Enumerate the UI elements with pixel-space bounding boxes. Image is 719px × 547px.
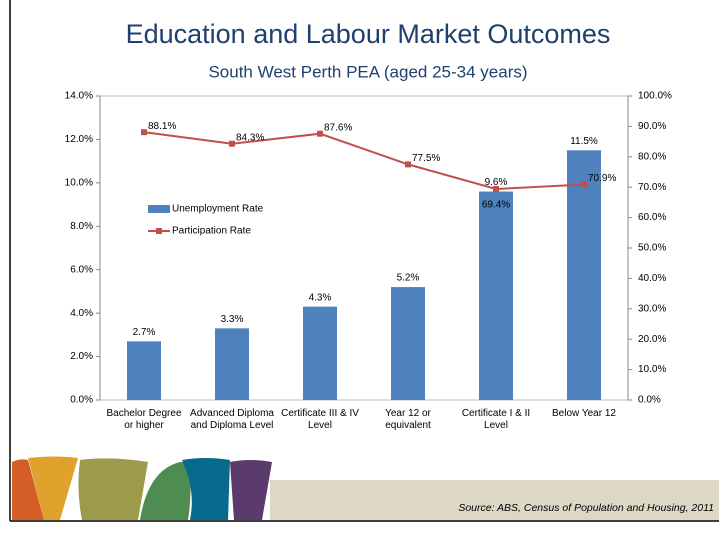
data-label: 84.3% (236, 132, 264, 143)
bar (127, 341, 161, 400)
bar (303, 306, 337, 400)
y-tick-label: 2.0% (70, 351, 93, 362)
y2-tick-label: 80.0% (638, 151, 666, 162)
y2-tick-label: 100.0% (638, 91, 672, 102)
bar (391, 287, 425, 400)
data-label: 87.6% (324, 122, 352, 133)
y2-tick-label: 90.0% (638, 121, 666, 132)
y2-tick-label: 30.0% (638, 303, 666, 314)
y-tick-label: 14.0% (65, 91, 93, 102)
y2-tick-label: 70.0% (638, 182, 666, 193)
y-tick-label: 4.0% (70, 308, 93, 319)
decoration (12, 456, 719, 520)
x-tick-label: Certificate I & II Level (461, 408, 531, 431)
data-label: 4.3% (309, 292, 332, 303)
data-label: 3.3% (221, 314, 244, 325)
bar (215, 328, 249, 400)
data-label: 9.6% (485, 177, 508, 188)
legend-swatch (148, 205, 170, 213)
y2-tick-label: 40.0% (638, 273, 666, 284)
bar (567, 150, 601, 400)
chart-title: Education and Labour Market Outcomes (126, 19, 611, 49)
y-tick-label: 12.0% (65, 134, 93, 145)
x-tick-label: Advanced Diploma and Diploma Level (190, 408, 274, 431)
chart-subtitle: South West Perth PEA (aged 25-34 years) (208, 62, 527, 81)
y-tick-label: 6.0% (70, 264, 93, 275)
y-tick-label: 0.0% (70, 395, 93, 406)
data-label: 2.7% (133, 327, 156, 338)
x-tick-label: Year 12 or equivalent (385, 408, 431, 431)
legend-swatch (156, 228, 162, 234)
y2-tick-label: 10.0% (638, 364, 666, 375)
legend-label: Participation Rate (172, 226, 251, 237)
marker (141, 129, 147, 136)
plot-frame (99, 95, 629, 401)
bar (479, 191, 513, 400)
y-tick-label: 8.0% (70, 221, 93, 232)
y2-tick-label: 0.0% (638, 395, 661, 406)
data-label: 77.5% (412, 153, 440, 164)
y2-tick-label: 50.0% (638, 243, 666, 254)
data-label: 88.1% (148, 121, 176, 132)
marker (405, 161, 411, 168)
y2-tick-label: 60.0% (638, 212, 666, 223)
marker (493, 186, 499, 193)
line (143, 131, 585, 191)
source: Source: ABS, Census of Population and Ho… (458, 502, 714, 514)
legend-label: Unemployment Rate (172, 204, 264, 215)
data-label: 69.4% (482, 200, 510, 211)
y2-tick-label: 20.0% (638, 334, 666, 345)
marker (317, 130, 323, 137)
data-label: 11.5% (570, 136, 598, 147)
x-tick-label: Below Year 12 (552, 408, 616, 419)
marker (229, 140, 235, 147)
y-tick-label: 10.0% (65, 177, 93, 188)
x-tick-label: Certificate III & IV Level (281, 408, 359, 431)
data-label: 5.2% (397, 273, 420, 284)
data-label: 70.9% (588, 173, 616, 184)
x-tick-label: Bachelor Degree or higher (106, 408, 182, 431)
marker (581, 181, 587, 188)
